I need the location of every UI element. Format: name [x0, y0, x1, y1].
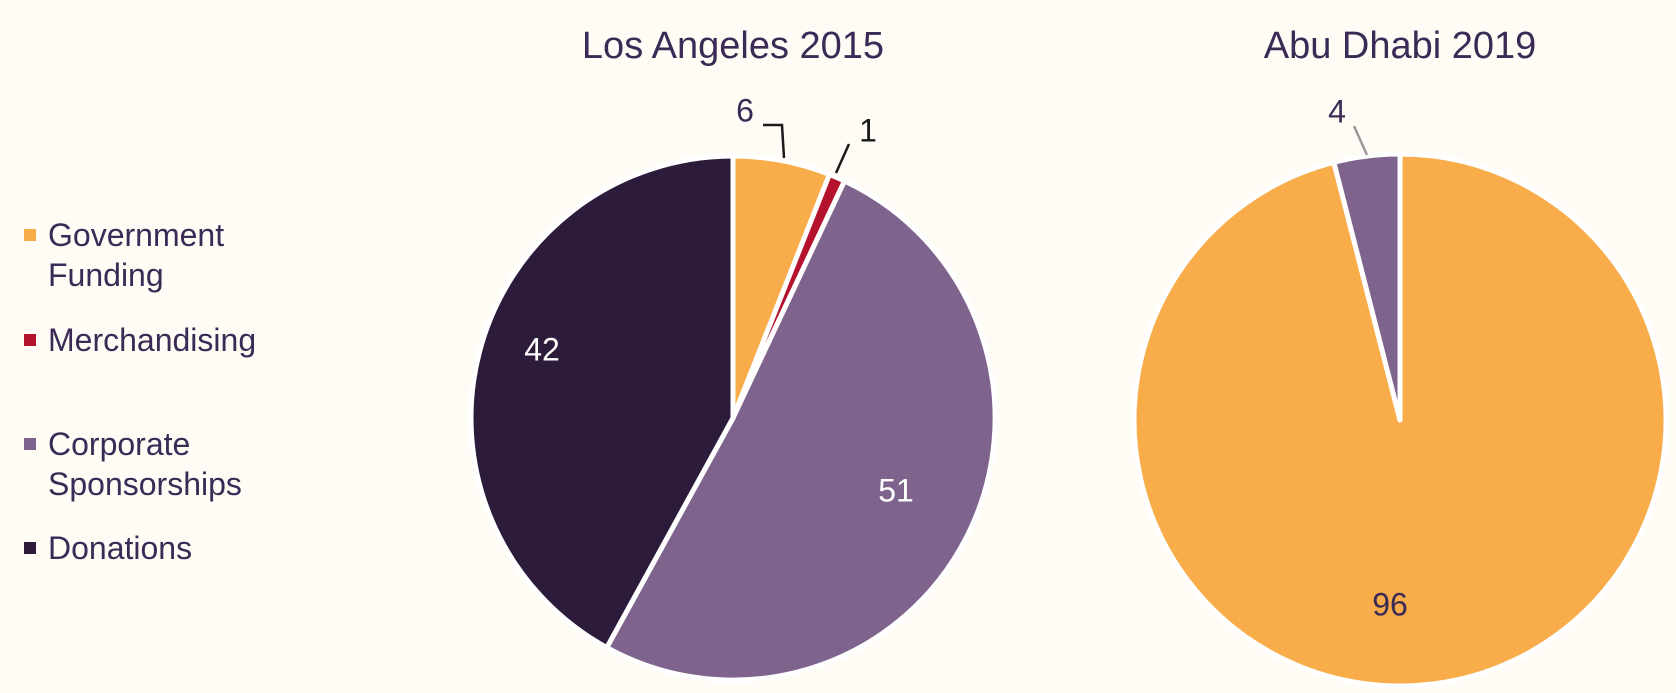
- legend-label-government-funding: Government Funding: [48, 217, 225, 293]
- data-label-abu-dhabi-2019-corporate-sponsorships: 4: [1328, 93, 1346, 129]
- pie-slice-los-angeles-2015-donations: [468, 153, 736, 651]
- pie-chart-los-angeles-2015: Los Angeles 2015 6 1 51 42: [468, 25, 998, 683]
- legend-item-corporate-sponsorships: Corporate Sponsorships: [24, 424, 248, 504]
- legend-item-merchandising: Merchandising: [24, 320, 348, 360]
- data-label-los-angeles-2015-merchandising: 1: [859, 112, 877, 148]
- leader-line-abu-dhabi-2019-corporate-sponsorships: [1352, 125, 1369, 156]
- pie-chart-abu-dhabi-2019: Abu Dhabi 2019 96 4: [1131, 25, 1669, 689]
- legend-item-government-funding: Government Funding: [24, 215, 348, 295]
- leader-line-los-angeles-2015-government-funding: [763, 123, 786, 159]
- legend-swatch-donations: [24, 542, 36, 554]
- chart-title-los-angeles-2015: Los Angeles 2015: [582, 25, 884, 67]
- legend-swatch-corporate-sponsorships: [24, 438, 36, 450]
- legend-swatch-government-funding: [24, 229, 36, 241]
- legend-swatch-merchandising: [24, 334, 36, 346]
- legend-label-merchandising: Merchandising: [48, 322, 257, 358]
- chart-title-abu-dhabi-2019: Abu Dhabi 2019: [1264, 25, 1537, 67]
- legend-item-donations: Donations: [24, 528, 348, 568]
- pie-slice-abu-dhabi-2019-corporate-sponsorships: [1331, 151, 1403, 423]
- legend-label-donations: Donations: [48, 530, 193, 566]
- data-label-abu-dhabi-2019-government-funding: 96: [1372, 586, 1408, 622]
- leader-line-los-angeles-2015-merchandising: [834, 143, 851, 174]
- legend-label-corporate-sponsorships: Corporate Sponsorships: [48, 426, 242, 502]
- data-label-los-angeles-2015-donations: 42: [524, 331, 560, 367]
- pie-slice-los-angeles-2015-corporate-sponsorships: [604, 178, 998, 683]
- data-label-los-angeles-2015-government-funding: 6: [736, 92, 754, 128]
- data-label-los-angeles-2015-corporate-sponsorships: 51: [878, 472, 914, 508]
